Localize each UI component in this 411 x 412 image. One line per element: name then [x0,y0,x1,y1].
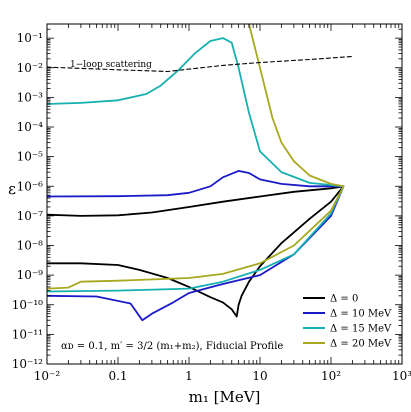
series-line-0-0 [47,185,345,217]
x-tick-label: 10 [252,369,267,383]
series-line-3-1 [47,185,345,290]
y-tick-label: 10⁻³ [17,90,44,104]
legend-label: Δ = 10 MeV [330,309,392,320]
labels-layer: 10⁻² 0.1 1 10 10² 10³ 10⁻¹² 10⁻¹¹ 10⁻¹⁰ 10⁻⁹ 10⁻⁸ 1… [12,31,411,383]
x-tick-label: 1 [185,369,193,383]
series-line-0-1 [47,185,345,318]
scattering-annotation: 1−loop scattering [70,60,152,70]
ticks-layer [46,24,403,365]
legend-label: Δ = 15 MeV [330,324,392,335]
parameters-annotation: αᴅ = 0.1, m′ = 3/2 (m₁+m₂), Fiducial Pro… [61,341,283,352]
legend-label: Δ = 0 [330,294,358,305]
x-tick-label: 0.1 [108,369,127,383]
y-tick-label: 10⁻⁸ [17,239,44,253]
series-line-1-0 [47,170,345,198]
series-line-2-0 [47,37,345,188]
y-axis-label: ε [8,180,16,198]
x-tick-label: 10³ [392,369,411,383]
y-tick-label: 10⁻¹ [17,31,43,45]
y-tick-label: 10⁻⁶ [17,179,44,193]
x-tick-label: 10⁻² [34,369,61,383]
y-tick-label: 10⁻¹¹ [12,327,43,341]
series-line-2-1 [47,185,345,293]
y-tick-label: 10⁻⁴ [17,120,44,134]
series-line-4-0 [47,55,353,73]
series-layer [47,24,353,322]
series-line-3-0 [248,24,345,188]
y-tick-label: 10⁻¹² [12,357,43,371]
y-tick-label: 10⁻⁵ [17,150,44,164]
x-axis-label: m₁ [MeV] [189,388,261,406]
y-tick-label: 10⁻² [17,61,44,75]
legend-label: Δ = 20 MeV [330,339,392,350]
plot-frame [46,23,403,365]
x-tick-label: 10² [321,369,341,383]
y-tick-label: 10⁻⁷ [17,209,44,223]
y-tick-label: 10⁻⁹ [17,268,44,282]
y-tick-label: 10⁻¹⁰ [12,298,43,312]
legend: Δ = 0 Δ = 10 MeV Δ = 15 MeV Δ = 20 MeV [303,294,392,350]
